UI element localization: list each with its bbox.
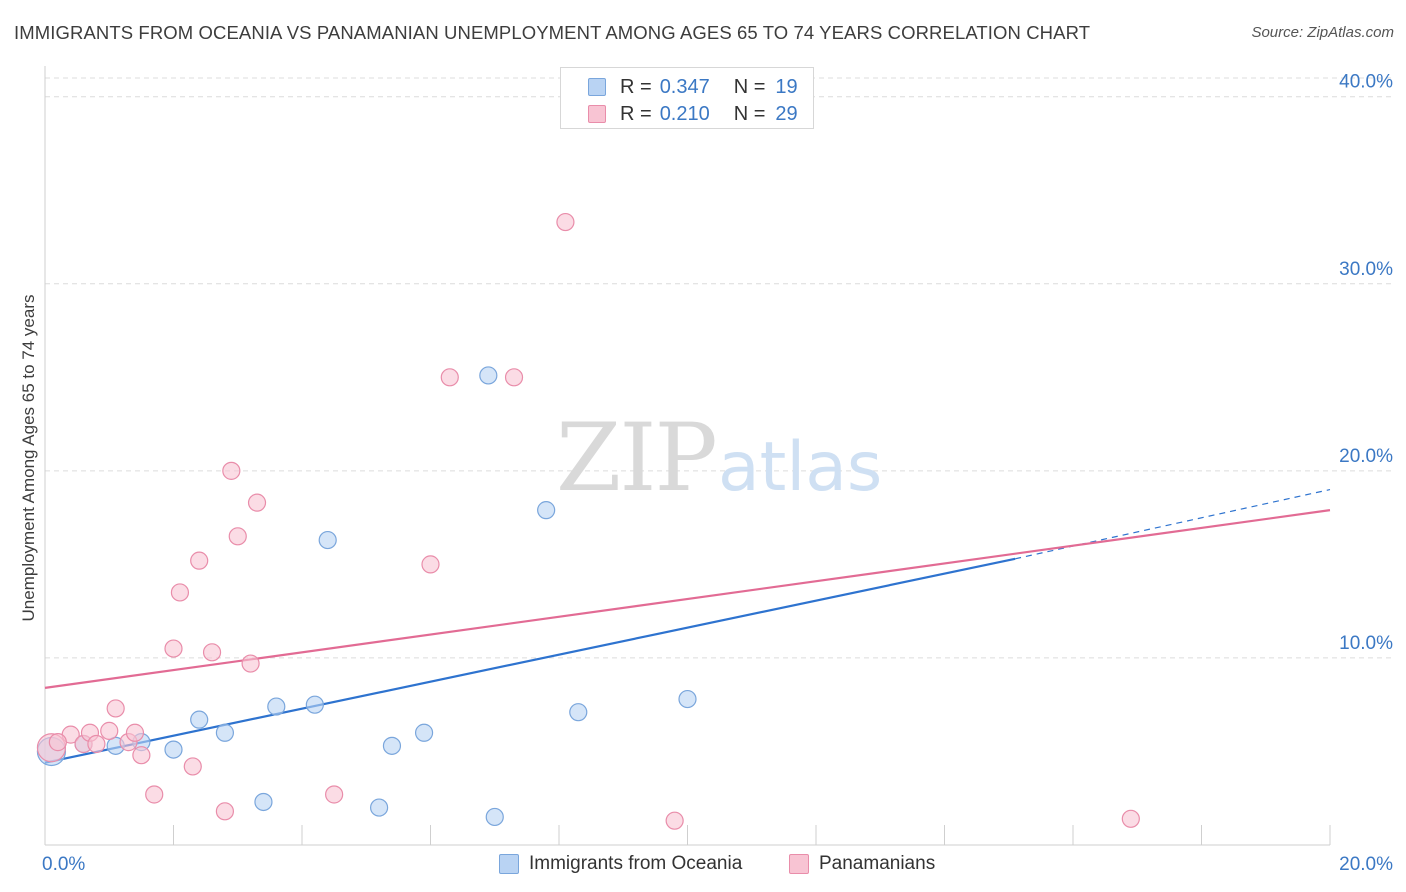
- point-panamanians: [125, 723, 145, 742]
- legend-r-label: R =: [620, 75, 652, 98]
- point-panamanians: [170, 583, 190, 602]
- legend-n-label: N =: [733, 75, 766, 98]
- y-tick-label: 40.0%: [1339, 72, 1393, 93]
- point-oceania: [318, 530, 337, 550]
- point-oceania: [305, 695, 324, 714]
- watermark-zip: ZIP: [556, 404, 716, 513]
- point-panamanians: [215, 802, 234, 821]
- bottom-legend-label-panamanians: Panamanians: [819, 853, 936, 874]
- point-oceania: [254, 792, 273, 812]
- point-panamanians: [241, 654, 260, 673]
- point-panamanians: [48, 733, 67, 752]
- y-tick-label: 20.0%: [1339, 446, 1393, 467]
- watermark-atlas: atlas: [718, 428, 882, 507]
- point-panamanians: [665, 811, 684, 830]
- bottom-legend-swatch-blue: [499, 854, 519, 874]
- y-tick-labels: 10.0% 20.0% 30.0% 40.0%: [1339, 72, 1393, 654]
- point-panamanians: [247, 493, 267, 512]
- point-panamanians: [183, 757, 202, 776]
- point-oceania: [485, 807, 504, 827]
- legend-r-label: R =: [620, 102, 652, 125]
- chart-title: IMMIGRANTS FROM OCEANIA VS PANAMANIAN UN…: [14, 22, 1091, 43]
- y-tick-label: 30.0%: [1339, 259, 1393, 280]
- point-panamanians: [202, 643, 222, 662]
- point-oceania: [569, 703, 588, 722]
- point-oceania: [190, 710, 209, 729]
- legend-n-value: 29: [775, 102, 798, 125]
- trend-line-oceania: [44, 557, 1016, 764]
- point-panamanians: [504, 368, 524, 387]
- axes: [44, 66, 1331, 846]
- point-panamanians: [325, 785, 344, 804]
- point-panamanians: [106, 699, 125, 718]
- point-panamanians: [145, 785, 164, 804]
- point-panamanians: [87, 734, 106, 754]
- point-panamanians: [164, 639, 183, 658]
- legend-row-panamanians: R = 0.210 N = 29: [561, 101, 798, 127]
- point-oceania: [382, 736, 402, 755]
- bottom-legend-oceania: Immigrants from Oceania: [499, 852, 742, 876]
- point-oceania: [215, 723, 234, 742]
- bottom-legend-panamanians: Panamanians: [789, 852, 935, 876]
- point-panamanians: [100, 721, 119, 740]
- point-panamanians: [228, 527, 247, 546]
- x-tick-label-min: 0.0%: [42, 854, 85, 875]
- point-oceania: [537, 501, 556, 520]
- y-tick-label: 10.0%: [1339, 633, 1393, 654]
- y-axis-title: Unemployment Among Ages 65 to 74 years: [19, 295, 38, 622]
- x-tick-label-max: 20.0%: [1339, 854, 1393, 875]
- trend-lines: [44, 488, 1331, 764]
- point-oceania: [414, 723, 434, 742]
- correlation-legend: R = 0.347 N = 19 R = 0.210 N = 29: [560, 67, 814, 129]
- legend-swatch-blue: [588, 78, 606, 96]
- point-panamanians: [1121, 809, 1140, 828]
- point-panamanians: [190, 551, 209, 570]
- bottom-legend-swatch-pink: [789, 854, 809, 874]
- axis-labels: Unemployment Among Ages 65 to 74 years 0…: [19, 72, 1393, 875]
- trend-line-oceania-extension: [1015, 488, 1331, 560]
- point-oceania: [370, 798, 389, 817]
- legend-r-value: 0.210: [659, 102, 710, 125]
- point-oceania: [267, 697, 286, 716]
- point-oceania: [479, 366, 498, 385]
- grid-lines: [45, 77, 1395, 659]
- point-panamanians: [132, 746, 151, 765]
- point-oceania: [678, 689, 697, 709]
- legend-row-oceania: R = 0.347 N = 19: [561, 74, 798, 100]
- scatter-points: [36, 212, 1140, 830]
- legend-n-value: 19: [775, 75, 798, 98]
- point-oceania: [164, 740, 183, 759]
- legend-n-label: N =: [733, 102, 766, 125]
- source-credit: Source: ZipAtlas.com: [1251, 24, 1394, 41]
- point-panamanians: [556, 212, 575, 232]
- watermark: ZIP atlas: [556, 404, 882, 513]
- bottom-legend-label-oceania: Immigrants from Oceania: [529, 853, 743, 874]
- point-panamanians: [421, 555, 440, 574]
- point-panamanians: [222, 461, 241, 480]
- legend-r-value: 0.347: [659, 75, 710, 98]
- point-panamanians: [440, 368, 459, 387]
- trend-line-panamanians: [44, 509, 1331, 689]
- legend-swatch-pink: [588, 105, 606, 123]
